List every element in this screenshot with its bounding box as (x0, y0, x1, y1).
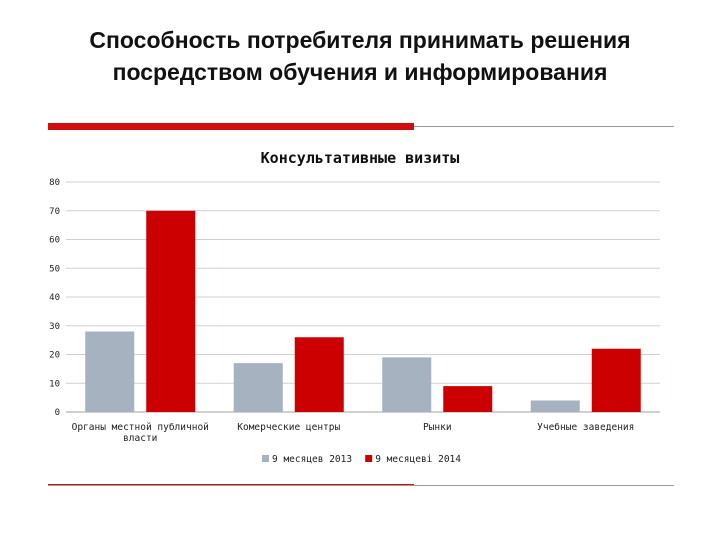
y-tick-label: 30 (49, 322, 60, 332)
title-accent-bar (48, 123, 414, 130)
bar-2014-0 (146, 210, 196, 412)
x-tick-label: Рынки (423, 422, 452, 433)
legend-swatch (365, 455, 373, 462)
y-tick-label: 70 (49, 207, 60, 217)
bar-2014-2 (443, 386, 493, 412)
x-tick-label: Органы местной публичной власти (72, 422, 209, 444)
y-tick-label: 20 (49, 351, 60, 361)
footer-divider (48, 485, 674, 486)
x-tick-label: Учебные заведения (537, 422, 634, 433)
y-tick-label: 10 (49, 379, 60, 389)
bar-2013-2 (382, 357, 432, 412)
legend-label: 9 месяцев 2013 (272, 454, 352, 465)
y-tick-label: 80 (49, 178, 60, 188)
bar-2013-1 (233, 363, 283, 412)
bar-2013-3 (530, 400, 580, 412)
chart-title: Консультативные визиты (261, 149, 460, 167)
footer-accent-line (48, 484, 414, 485)
slide-title: Способность потребителя принимать решени… (89, 27, 631, 85)
legend: 9 месяцев 2013 9 месяцеві 2014 (262, 454, 461, 465)
y-tick-label: 60 (49, 236, 60, 246)
legend-swatch (262, 455, 269, 462)
y-tick-label: 0 (55, 408, 60, 418)
legend-label: 9 месяцеві 2014 (375, 454, 461, 465)
y-tick-label: 50 (49, 264, 60, 274)
bar-2014-1 (294, 337, 344, 412)
bar-2014-3 (591, 348, 641, 412)
bar-2013-0 (85, 331, 135, 412)
y-tick-label: 40 (49, 293, 60, 303)
x-tick-label: Комерческие центры (237, 422, 340, 433)
